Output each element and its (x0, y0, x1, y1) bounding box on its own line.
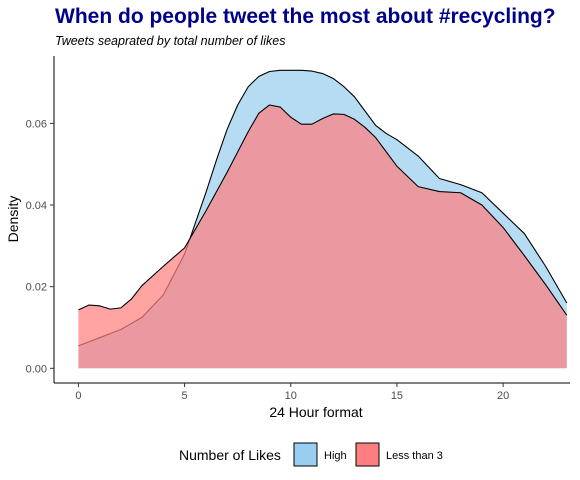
y-tick-label: 0.06 (26, 118, 47, 130)
density-area-less-than-3 (78, 104, 567, 369)
x-tick-label: 0 (75, 390, 81, 402)
legend-label-high: High (324, 450, 347, 462)
density-line-high (78, 69, 568, 347)
y-tick-label: 0.00 (26, 363, 47, 375)
x-tick-label: 15 (391, 390, 403, 402)
y-axis-title: Density (5, 196, 21, 243)
legend-title: Number of Likes (179, 447, 281, 463)
legend-key-high (293, 442, 318, 467)
y-axis-ticks: 0.00 0.02 0.04 0.06 (26, 118, 54, 375)
plot-areas (78, 69, 568, 369)
chart-subtitle: Tweets seaprated by total number of like… (55, 34, 285, 48)
x-tick-label: 20 (497, 390, 509, 402)
x-axis-title: 24 Hour format (269, 404, 362, 420)
legend-key-less-than-3 (355, 442, 380, 467)
x-axis-ticks: 0 5 10 15 20 (75, 383, 509, 402)
x-tick-label: 10 (285, 390, 297, 402)
y-tick-label: 0.02 (26, 282, 47, 294)
legend-label-less-than-3: Less than 3 (386, 450, 443, 462)
x-tick-label: 5 (182, 390, 188, 402)
legend: Number of Likes High Less than 3 (179, 442, 443, 467)
y-tick-label: 0.04 (26, 200, 47, 212)
density-line-less-than-3 (78, 104, 568, 316)
chart-title: When do people tweet the most about #rec… (55, 5, 556, 28)
